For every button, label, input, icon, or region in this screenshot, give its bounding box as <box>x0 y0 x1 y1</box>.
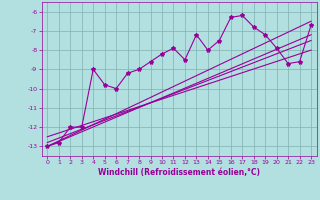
X-axis label: Windchill (Refroidissement éolien,°C): Windchill (Refroidissement éolien,°C) <box>98 168 260 177</box>
